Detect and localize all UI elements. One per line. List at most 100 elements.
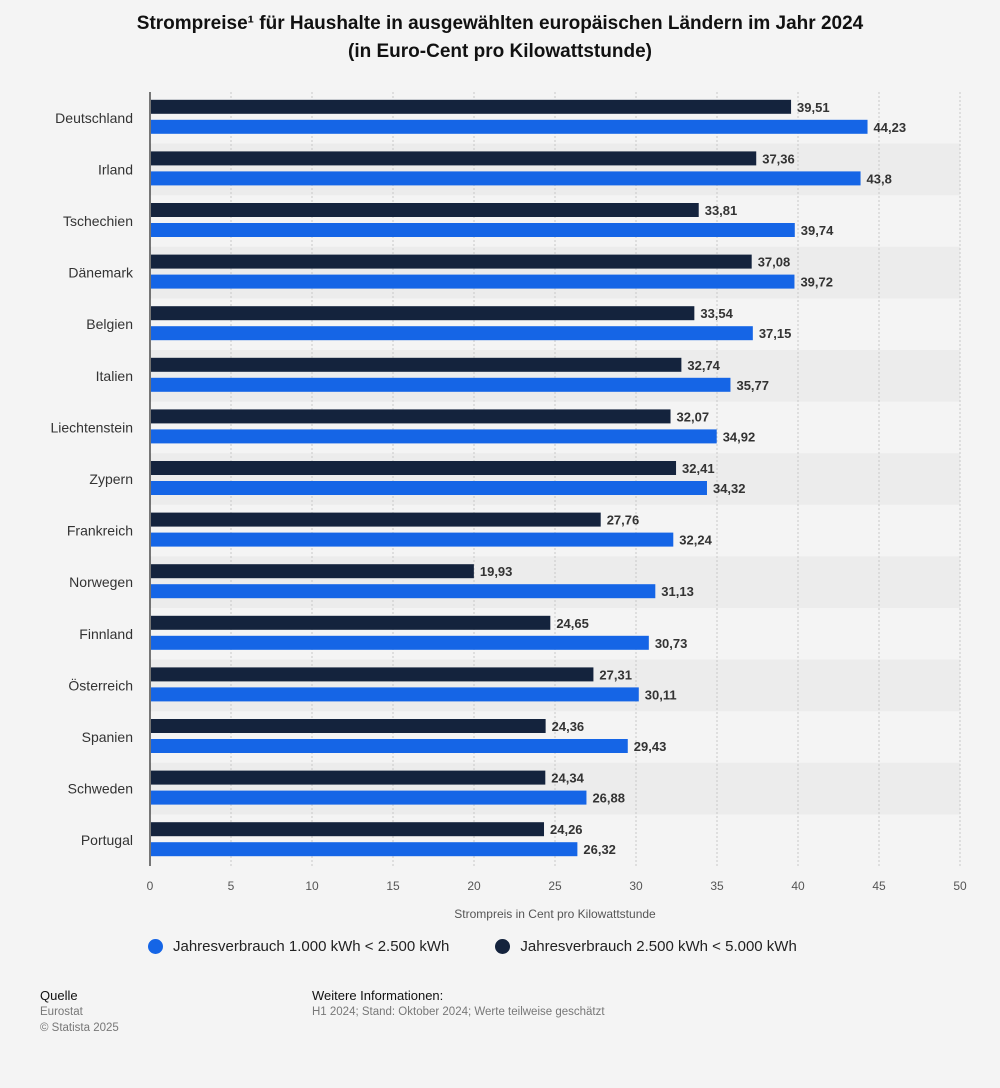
data-label: 33,54 (700, 306, 733, 321)
data-label: 39,51 (797, 100, 830, 115)
bar-low (151, 377, 731, 392)
data-label: 44,23 (874, 120, 907, 135)
bar-high (151, 822, 545, 837)
x-tick-label: 50 (953, 879, 967, 893)
category-label: Italien (96, 368, 133, 384)
data-label: 33,81 (705, 203, 738, 218)
bar-high (151, 306, 695, 321)
data-label: 37,08 (758, 255, 791, 270)
bar-low (151, 842, 578, 857)
category-label: Spanien (82, 729, 133, 745)
bar-low (151, 790, 587, 805)
bar-low (151, 429, 717, 444)
bar-low (151, 326, 753, 341)
data-label: 27,76 (607, 513, 640, 528)
x-tick-label: 0 (147, 879, 154, 893)
data-label: 24,36 (552, 719, 585, 734)
chart-title-line1: Strompreise¹ für Haushalte in ausgewählt… (136, 13, 864, 34)
x-tick-label: 45 (872, 879, 886, 893)
source-heading: Quelle (40, 988, 78, 1003)
bar-low (151, 481, 707, 495)
bar-low (151, 119, 868, 134)
bar-low (151, 584, 656, 599)
bar-low (151, 635, 649, 650)
legend-dot-icon (495, 939, 511, 954)
bar-high (151, 615, 551, 630)
category-label: Belgien (86, 316, 133, 332)
category-label: Portugal (81, 832, 133, 848)
chart-title: Strompreise¹ für Haushalte in ausgewählt… (0, 10, 1000, 66)
x-tick-label: 25 (548, 879, 562, 893)
bar-low (151, 739, 628, 753)
category-label: Tschechien (63, 213, 133, 229)
category-label: Liechtenstein (50, 419, 133, 435)
data-label: 32,41 (682, 461, 715, 476)
data-label: 34,92 (723, 429, 756, 444)
bar-high (151, 357, 682, 372)
bar-high (151, 512, 601, 527)
legend-item-low[interactable]: Jahresverbrauch 1.000 kWh < 2.500 kWh (148, 938, 449, 955)
data-label: 30,73 (655, 636, 688, 651)
data-label: 19,93 (480, 564, 513, 579)
data-label: 29,43 (634, 739, 667, 754)
bar-low (151, 171, 861, 186)
bar-high (151, 719, 546, 733)
bar-low (151, 532, 674, 547)
x-tick-label: 15 (386, 879, 400, 893)
data-label: 34,32 (713, 481, 746, 496)
data-label: 30,11 (645, 687, 677, 702)
info-block: Weitere Informationen: H1 2024; Stand: O… (312, 988, 605, 1020)
data-label: 39,72 (800, 275, 833, 290)
bar-low (151, 223, 795, 237)
category-label: Finnland (79, 626, 133, 642)
data-label: 35,77 (736, 378, 769, 393)
bar-high (151, 99, 792, 114)
bar-high (151, 564, 474, 579)
bar-high (151, 203, 699, 217)
category-label: Dänemark (68, 265, 134, 281)
bar-high (151, 770, 546, 785)
category-label: Österreich (68, 676, 133, 693)
chart-title-line2: (in Euro-Cent pro Kilowattstunde) (348, 41, 652, 62)
data-label: 24,26 (550, 822, 583, 837)
bar-high (151, 667, 594, 682)
bar-low (151, 687, 639, 702)
x-tick-label: 30 (629, 879, 643, 893)
bar-high (151, 461, 677, 475)
data-label: 32,24 (679, 533, 712, 548)
bar-high (151, 254, 752, 269)
data-label: 26,88 (592, 791, 625, 806)
legend-dot-icon (148, 939, 163, 954)
legend-label-high: Jahresverbrauch 2.500 kWh < 5.000 kWh (520, 938, 797, 955)
data-label: 32,07 (677, 409, 710, 424)
category-label: Norwegen (69, 574, 133, 590)
copyright: © Statista 2025 (40, 1022, 119, 1034)
data-label: 27,31 (599, 667, 632, 682)
data-label: 32,74 (687, 358, 720, 373)
data-label: 37,36 (762, 151, 795, 166)
x-tick-label: 10 (305, 879, 319, 893)
data-label: 24,34 (551, 771, 584, 786)
info-text: H1 2024; Stand: Oktober 2024; Werte teil… (312, 1006, 605, 1018)
x-tick-label: 20 (467, 879, 481, 893)
category-label: Deutschland (55, 110, 133, 126)
x-tick-label: 35 (710, 879, 724, 893)
data-label: 31,13 (661, 584, 694, 599)
info-heading: Weitere Informationen: (312, 988, 444, 1003)
category-label: Zypern (89, 471, 133, 487)
legend-label-low: Jahresverbrauch 1.000 kWh < 2.500 kWh (173, 938, 450, 955)
x-tick-label: 5 (228, 879, 235, 893)
x-tick-label: 40 (791, 879, 805, 893)
data-label: 43,8 (867, 171, 892, 186)
bar-high (151, 409, 671, 424)
bar-high (151, 151, 757, 166)
data-label: 24,65 (556, 616, 589, 631)
source-name: Eurostat (40, 1006, 83, 1018)
x-axis-label: Strompreis in Cent pro Kilowattstunde (454, 907, 656, 921)
data-label: 39,74 (801, 223, 834, 238)
data-label: 37,15 (759, 326, 792, 341)
category-label: Irland (98, 161, 133, 177)
legend-item-high[interactable]: Jahresverbrauch 2.500 kWh < 5.000 kWh (495, 938, 797, 955)
bar-chart: 0 5 10 15 20 25 30 35 40 45 50 Strompreis in Cent p… (50, 92, 967, 921)
category-label: Schweden (68, 781, 133, 797)
